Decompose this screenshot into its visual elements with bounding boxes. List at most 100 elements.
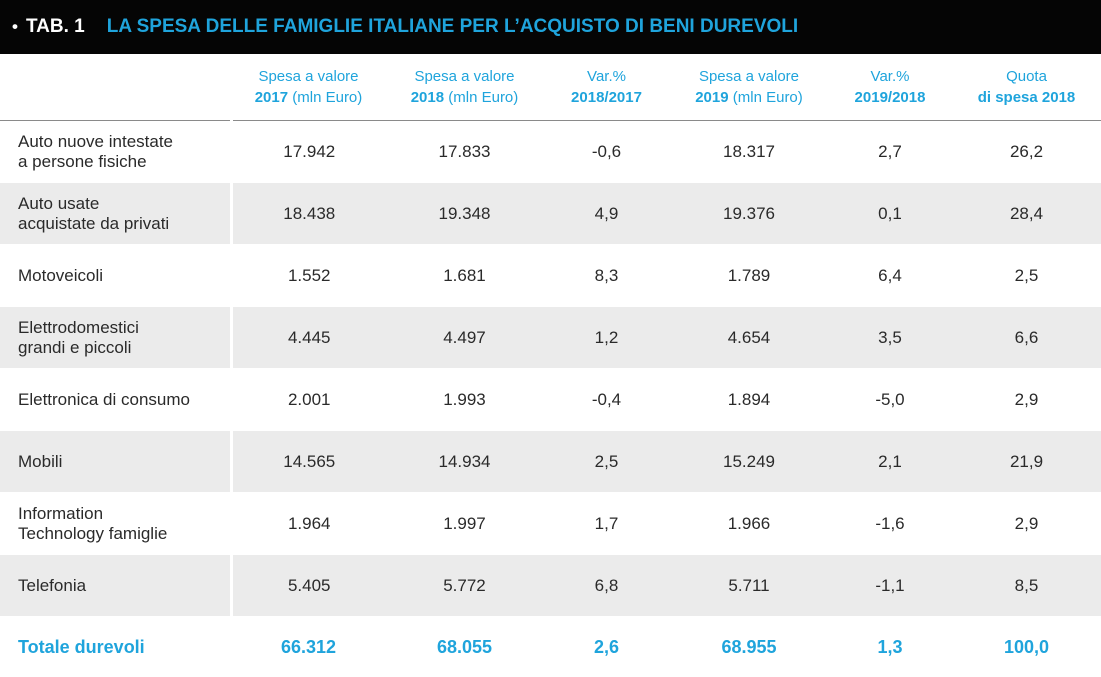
header-unit: (mln Euro) — [729, 89, 803, 106]
table-cell: 0,1 — [828, 183, 952, 245]
header-line1: Spesa a valore — [414, 68, 514, 85]
table-number: TAB. 1 — [26, 16, 85, 38]
table-cell: 3,5 — [828, 307, 952, 369]
table-cell: 6,6 — [952, 307, 1101, 369]
spending-table: Spesa a valore 2017 (mln Euro) Spesa a v… — [0, 54, 1101, 677]
table-cell: 18.317 — [670, 121, 828, 183]
table-cell: -1,6 — [828, 493, 952, 555]
header-line2: di spesa 2018 — [978, 89, 1076, 106]
table-cell: 1.894 — [670, 369, 828, 431]
table-cell: 2.001 — [231, 369, 386, 431]
total-cell: 66.312 — [231, 617, 386, 677]
header-year: 2019 — [695, 89, 728, 106]
row-label-line1: Telefonia — [18, 576, 86, 595]
table-cell: 2,9 — [952, 493, 1101, 555]
table-cell: 18.438 — [231, 183, 386, 245]
table-title-bar: • TAB. 1 LA SPESA DELLE FAMIGLIE ITALIAN… — [0, 0, 1101, 54]
table-cell: -0,4 — [543, 369, 670, 431]
table-cell: 8,3 — [543, 245, 670, 307]
table-cell: 1,7 — [543, 493, 670, 555]
table-cell: 2,5 — [543, 431, 670, 493]
header-unit: (mln Euro) — [444, 89, 518, 106]
header-line1: Var.% — [871, 68, 910, 85]
total-cell: 1,3 — [828, 617, 952, 677]
row-label-line2: a persone fisiche — [18, 152, 147, 171]
table-cell: 2,1 — [828, 431, 952, 493]
table-cell: 1,2 — [543, 307, 670, 369]
header-line1: Quota — [1006, 68, 1047, 85]
table-header: Spesa a valore 2017 (mln Euro) Spesa a v… — [0, 54, 1101, 121]
table-cell: 2,5 — [952, 245, 1101, 307]
total-row: Totale durevoli 66.312 68.055 2,6 68.955… — [0, 617, 1101, 677]
table-cell: 15.249 — [670, 431, 828, 493]
table-cell: 5.711 — [670, 555, 828, 617]
row-label-line1: Auto usate — [18, 194, 99, 213]
table-cell: 4,9 — [543, 183, 670, 245]
table-cell: 8,5 — [952, 555, 1101, 617]
row-label: Motoveicoli — [0, 245, 231, 307]
row-label-line1: Elettronica di consumo — [18, 390, 190, 409]
row-label-line2: grandi e piccoli — [18, 338, 131, 357]
table-cell: 14.934 — [386, 431, 543, 493]
table-cell: 1.552 — [231, 245, 386, 307]
row-label: Mobili — [0, 431, 231, 493]
total-cell: 68.955 — [670, 617, 828, 677]
table-cell: 1.789 — [670, 245, 828, 307]
total-label: Totale durevoli — [0, 617, 231, 677]
header-year: 2018 — [411, 89, 444, 106]
table-cell: 17.942 — [231, 121, 386, 183]
header-line1: Var.% — [587, 68, 626, 85]
header-unit: (mln Euro) — [288, 89, 362, 106]
header-line1: Spesa a valore — [699, 68, 799, 85]
total-cell: 100,0 — [952, 617, 1101, 677]
row-label-line1: Mobili — [18, 452, 62, 471]
table-cell: -5,0 — [828, 369, 952, 431]
row-label-line2: Technology famiglie — [18, 524, 167, 543]
table-cell: 4.654 — [670, 307, 828, 369]
table-cell: 19.348 — [386, 183, 543, 245]
header-period: 2019/2018 — [855, 89, 926, 106]
table-cell: 1.997 — [386, 493, 543, 555]
table-cell: -0,6 — [543, 121, 670, 183]
row-label-line2: acquistate da privati — [18, 214, 169, 233]
row-label-line1: Elettrodomestici — [18, 318, 139, 337]
row-label: Telefonia — [0, 555, 231, 617]
row-label-line1: Auto nuove intestate — [18, 132, 173, 151]
table-cell: 14.565 — [231, 431, 386, 493]
table-cell: 4.497 — [386, 307, 543, 369]
table-cell: 1.993 — [386, 369, 543, 431]
header-cell-spesa-2017: Spesa a valore 2017 (mln Euro) — [231, 54, 386, 121]
table-cell: -1,1 — [828, 555, 952, 617]
header-year: 2017 — [255, 89, 288, 106]
table-cell: 5.772 — [386, 555, 543, 617]
table-cell: 6,4 — [828, 245, 952, 307]
header-period: 2018/2017 — [571, 89, 642, 106]
header-line1: Spesa a valore — [258, 68, 358, 85]
table-footer: Totale durevoli 66.312 68.055 2,6 68.955… — [0, 617, 1101, 677]
row-label-line1: Motoveicoli — [18, 266, 103, 285]
table-cell: 1.964 — [231, 493, 386, 555]
table-cell: 26,2 — [952, 121, 1101, 183]
total-cell: 68.055 — [386, 617, 543, 677]
table-cell: 6,8 — [543, 555, 670, 617]
table-cell: 28,4 — [952, 183, 1101, 245]
header-cell-var-2019-2018: Var.% 2019/2018 — [828, 54, 952, 121]
row-label: Elettronica di consumo — [0, 369, 231, 431]
header-row: Spesa a valore 2017 (mln Euro) Spesa a v… — [0, 54, 1101, 121]
table-cell: 2,7 — [828, 121, 952, 183]
header-cell-quota: Quota di spesa 2018 — [952, 54, 1101, 121]
table-cell: 5.405 — [231, 555, 386, 617]
total-cell: 2,6 — [543, 617, 670, 677]
